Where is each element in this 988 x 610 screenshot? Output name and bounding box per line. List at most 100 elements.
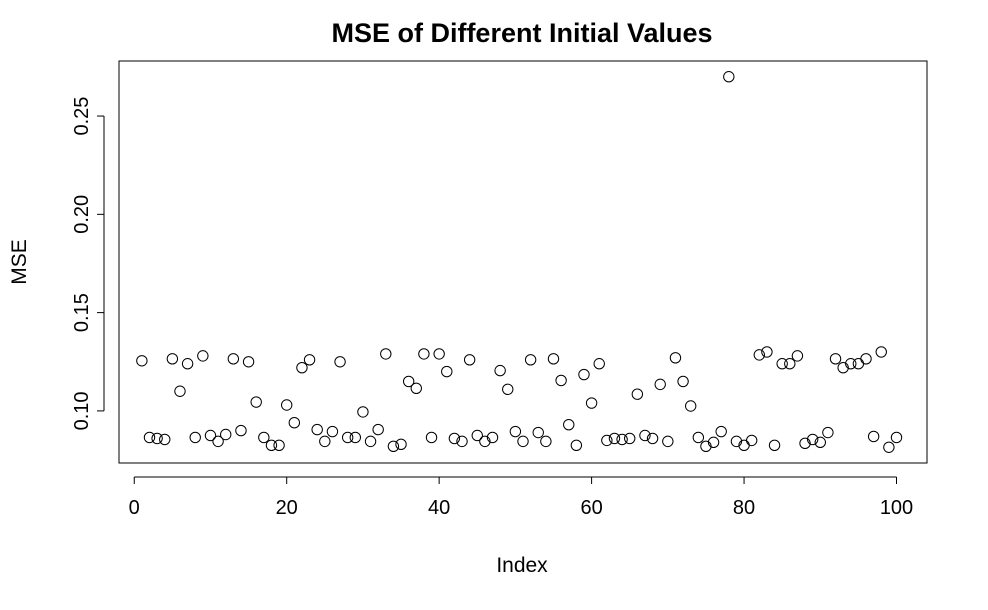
- data-point: [753, 349, 766, 361]
- data-point: [616, 433, 628, 446]
- data-point: [463, 354, 476, 366]
- data-point: [418, 348, 430, 360]
- data-point: [662, 435, 674, 448]
- data-point: [364, 435, 377, 448]
- data-point: [723, 71, 735, 83]
- y-axis: 0.10 0.15 0.20 0.25: [71, 97, 105, 430]
- data-point: [303, 354, 316, 366]
- data-point: [479, 435, 491, 448]
- data-point: [875, 346, 887, 358]
- y-tick-label: 0.20: [71, 195, 93, 234]
- data-point: [814, 436, 826, 449]
- x-tick-label: 0: [129, 497, 140, 519]
- data-point: [326, 425, 339, 438]
- x-axis-label: Index: [496, 554, 548, 577]
- data-point: [235, 424, 247, 437]
- data-point: [151, 432, 163, 445]
- data-point: [357, 406, 369, 418]
- data-point: [204, 429, 217, 442]
- data-point: [425, 431, 438, 444]
- data-point: [822, 426, 834, 439]
- data-point: [402, 375, 415, 388]
- data-point: [692, 431, 705, 444]
- data-point: [197, 350, 209, 362]
- data-point: [334, 356, 346, 368]
- data-point: [631, 388, 644, 400]
- data-point: [448, 432, 461, 445]
- data-point: [372, 423, 384, 436]
- data-point: [174, 385, 186, 397]
- x-tick-label: 20: [276, 497, 298, 519]
- data-point: [159, 433, 171, 446]
- data-point: [319, 435, 331, 448]
- data-point: [806, 433, 819, 446]
- data-points: [136, 71, 903, 453]
- data-point: [570, 439, 583, 452]
- data-point: [799, 437, 811, 450]
- data-point: [280, 399, 293, 411]
- data-point: [166, 353, 179, 365]
- data-point: [143, 431, 156, 444]
- data-point: [311, 423, 323, 436]
- data-point: [700, 440, 712, 452]
- data-point: [410, 382, 422, 395]
- data-point: [601, 434, 613, 447]
- data-point: [852, 358, 865, 370]
- data-point: [791, 350, 804, 362]
- data-point: [890, 431, 903, 444]
- data-point: [555, 374, 567, 387]
- data-point: [677, 375, 689, 388]
- data-point: [265, 439, 278, 452]
- chart-title: MSE of Different Initial Values: [331, 18, 712, 48]
- data-point: [227, 353, 240, 365]
- data-point: [540, 435, 552, 448]
- data-point: [883, 441, 895, 453]
- data-point: [745, 434, 758, 447]
- data-point: [845, 358, 857, 370]
- data-point: [395, 438, 407, 451]
- data-point: [296, 361, 308, 374]
- y-tick-label: 0.10: [71, 391, 93, 430]
- data-point: [867, 430, 880, 443]
- data-point: [524, 354, 537, 366]
- data-point: [837, 361, 849, 374]
- data-point: [585, 397, 598, 409]
- data-point: [547, 353, 560, 365]
- x-axis: 0 20 40 60 80 100: [129, 476, 913, 519]
- data-point: [486, 431, 499, 444]
- data-point: [250, 396, 262, 408]
- x-tick-label: 100: [880, 497, 913, 519]
- data-point: [288, 417, 301, 429]
- data-point: [220, 428, 232, 441]
- data-point: [380, 348, 392, 360]
- data-point: [258, 431, 270, 444]
- x-tick-label: 60: [580, 497, 602, 519]
- data-point: [456, 435, 468, 448]
- data-point: [349, 431, 362, 444]
- data-point: [502, 383, 514, 395]
- data-point: [593, 358, 605, 370]
- data-point: [715, 425, 727, 438]
- x-tick-label: 80: [733, 497, 755, 519]
- data-point: [639, 429, 651, 442]
- data-point: [578, 368, 590, 381]
- data-point: [509, 425, 522, 438]
- data-point: [242, 356, 255, 368]
- data-point: [181, 358, 194, 370]
- data-point: [624, 432, 636, 445]
- data-point: [608, 432, 621, 445]
- data-point: [212, 435, 224, 448]
- x-tick-label: 40: [428, 497, 450, 519]
- data-point: [784, 358, 796, 370]
- y-tick-label: 0.25: [71, 97, 93, 136]
- data-point: [532, 426, 544, 439]
- data-point: [776, 358, 788, 370]
- data-point: [341, 431, 354, 444]
- data-point: [136, 355, 148, 367]
- data-point: [563, 418, 575, 431]
- data-point: [646, 432, 659, 445]
- data-point: [471, 429, 483, 442]
- data-point: [517, 435, 529, 448]
- data-point: [768, 439, 781, 452]
